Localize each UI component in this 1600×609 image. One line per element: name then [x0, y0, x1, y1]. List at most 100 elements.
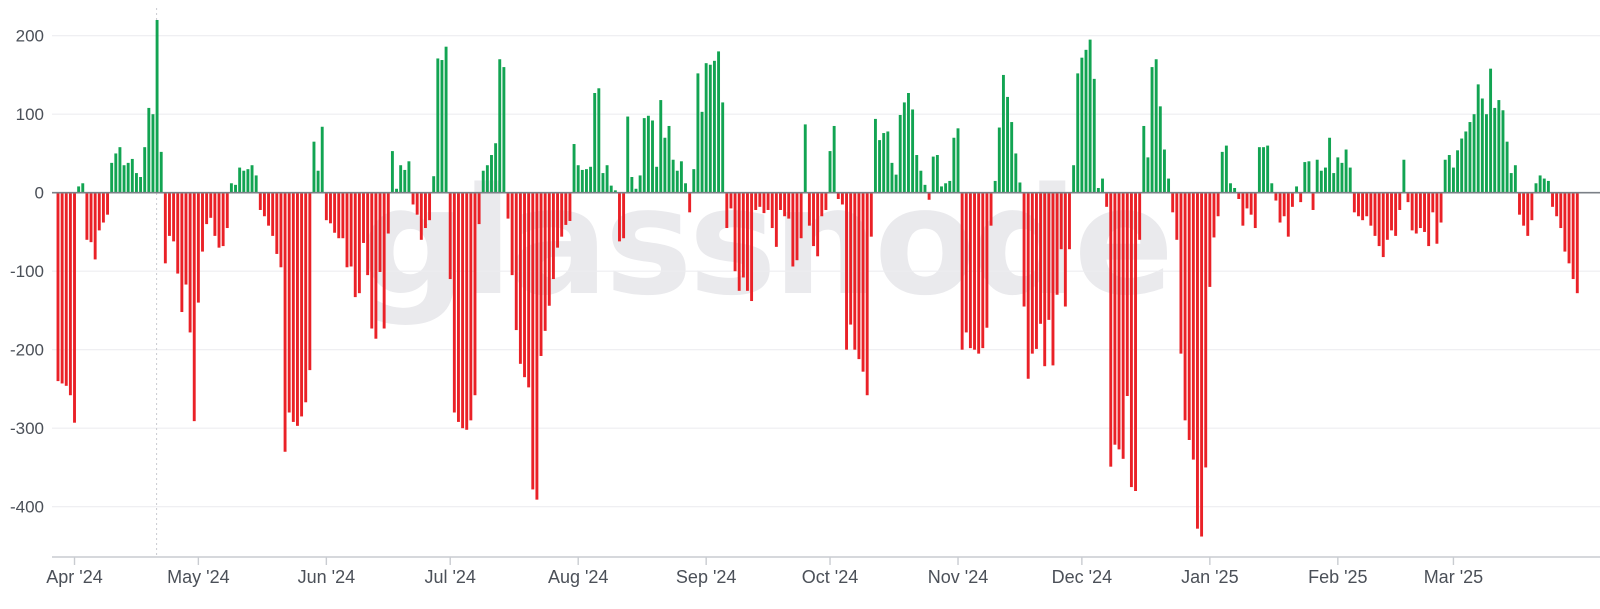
bar[interactable] [1472, 114, 1476, 193]
bar[interactable] [601, 173, 605, 193]
bar[interactable] [985, 192, 989, 328]
bar[interactable] [110, 162, 114, 193]
bar[interactable] [605, 165, 609, 193]
bar[interactable] [473, 192, 477, 396]
bar[interactable] [93, 192, 97, 260]
bar[interactable] [1043, 192, 1047, 367]
bar[interactable] [634, 188, 638, 193]
bar[interactable] [1026, 192, 1030, 379]
bar[interactable] [1282, 192, 1286, 217]
bar[interactable] [168, 192, 171, 236]
bar[interactable] [1427, 192, 1431, 247]
bar[interactable] [271, 192, 275, 236]
bar[interactable] [1357, 192, 1360, 217]
bar[interactable] [964, 192, 968, 333]
bar[interactable] [857, 192, 861, 360]
bar[interactable] [258, 192, 262, 210]
bar[interactable] [1092, 78, 1096, 193]
bar[interactable] [927, 192, 931, 200]
bar[interactable] [477, 192, 481, 225]
bar[interactable] [1262, 147, 1265, 193]
bar[interactable] [1551, 192, 1554, 207]
bar[interactable] [296, 192, 299, 426]
bar[interactable] [556, 192, 559, 248]
bar[interactable] [589, 166, 593, 193]
bar[interactable] [395, 188, 398, 193]
bar[interactable] [1290, 192, 1294, 207]
bar[interactable] [1191, 192, 1195, 460]
bar[interactable] [518, 192, 522, 364]
bar[interactable] [246, 169, 250, 193]
bar[interactable] [382, 192, 386, 329]
bar[interactable] [940, 186, 943, 193]
bar[interactable] [803, 124, 807, 193]
bar[interactable] [1063, 192, 1067, 307]
bar[interactable] [1278, 192, 1282, 223]
bar[interactable] [1439, 192, 1443, 223]
bar[interactable] [1534, 183, 1538, 193]
bar[interactable] [1125, 192, 1129, 397]
bar[interactable] [1402, 159, 1406, 193]
bar[interactable] [737, 192, 741, 291]
bar[interactable] [1010, 122, 1014, 193]
bar[interactable] [898, 114, 902, 193]
bar[interactable] [374, 192, 378, 339]
bar[interactable] [465, 192, 469, 430]
bar[interactable] [758, 192, 762, 207]
bar[interactable] [717, 51, 721, 193]
bar[interactable] [201, 192, 204, 252]
bar[interactable] [1022, 192, 1026, 307]
bar[interactable] [469, 192, 473, 421]
bar[interactable] [774, 192, 778, 247]
bar[interactable] [1460, 138, 1464, 193]
bar[interactable] [1101, 178, 1104, 193]
bar[interactable] [568, 192, 572, 221]
bar[interactable] [1538, 175, 1542, 193]
bar[interactable] [444, 46, 448, 193]
bar[interactable] [1167, 178, 1171, 193]
bar[interactable] [783, 192, 787, 217]
bar[interactable] [1410, 192, 1414, 231]
bar[interactable] [1513, 165, 1517, 193]
bar[interactable] [923, 184, 927, 193]
bar[interactable] [667, 125, 671, 193]
bar[interactable] [907, 93, 910, 193]
bar[interactable] [209, 192, 213, 218]
bar[interactable] [816, 192, 820, 257]
bar[interactable] [1431, 192, 1435, 213]
bar[interactable] [89, 192, 93, 243]
bar[interactable] [642, 118, 646, 193]
bar[interactable] [304, 192, 308, 403]
bar[interactable] [1270, 183, 1274, 193]
bar[interactable] [1509, 173, 1513, 193]
bar[interactable] [948, 180, 952, 193]
bar[interactable] [1489, 68, 1493, 193]
bar[interactable] [539, 192, 543, 356]
bar[interactable] [423, 192, 427, 229]
bar[interactable] [1113, 192, 1117, 445]
bar[interactable] [1072, 165, 1076, 193]
bar[interactable] [242, 170, 246, 193]
bar[interactable] [1418, 192, 1422, 229]
bar[interactable] [894, 174, 898, 193]
bar[interactable] [1563, 192, 1567, 252]
bar[interactable] [415, 192, 419, 215]
bar[interactable] [836, 192, 840, 199]
bar[interactable] [461, 192, 465, 429]
bar[interactable] [1542, 178, 1546, 193]
bar[interactable] [362, 192, 365, 243]
bars[interactable] [56, 20, 1579, 537]
bar[interactable] [593, 93, 597, 193]
bar[interactable] [172, 192, 176, 242]
bar[interactable] [820, 192, 824, 217]
bar[interactable] [704, 63, 708, 193]
bar[interactable] [766, 192, 770, 210]
bar[interactable] [915, 155, 919, 193]
bar[interactable] [163, 192, 167, 264]
bar[interactable] [1385, 192, 1389, 240]
bar[interactable] [973, 192, 976, 350]
bar[interactable] [531, 192, 535, 490]
bar[interactable] [853, 192, 857, 350]
bar[interactable] [1423, 192, 1426, 232]
bar[interactable] [498, 59, 502, 193]
